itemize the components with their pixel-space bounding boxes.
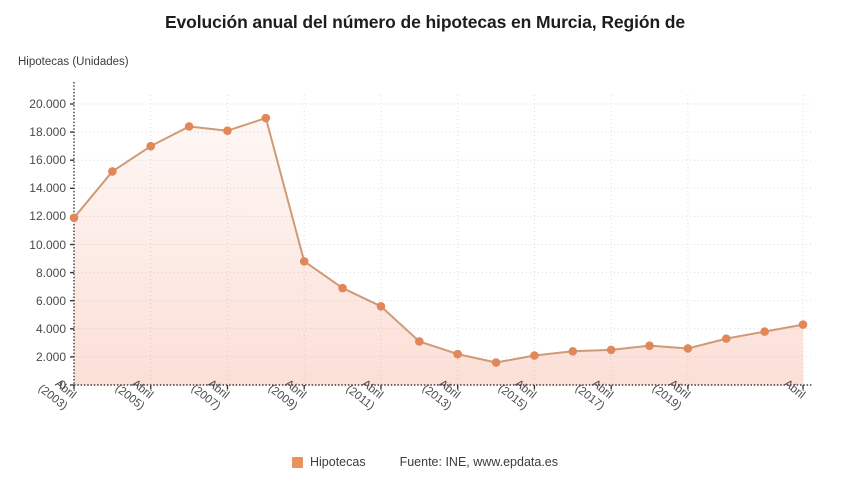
chart-canvas[interactable] (69, 80, 818, 396)
series-area (74, 118, 803, 386)
source-caption: Fuente: INE, www.epdata.es (399, 455, 558, 469)
data-point-2005[interactable] (146, 141, 156, 151)
data-point-2006[interactable] (184, 122, 194, 131)
data-point-2020[interactable] (721, 334, 731, 343)
data-point-2018[interactable] (645, 341, 654, 350)
legend-label: Hipotecas (309, 455, 366, 469)
y-tick-label: 10.000 (29, 237, 66, 252)
y-tick-label: 6.000 (35, 293, 66, 308)
y-tick-label: 18.000 (29, 125, 66, 140)
data-point-2013[interactable] (453, 349, 462, 359)
data-point-2017[interactable] (606, 345, 616, 355)
y-tick-label: 20.000 (29, 97, 66, 111)
y-tick-label: 12.000 (29, 209, 66, 224)
data-point-2011[interactable] (376, 302, 386, 311)
chart-title: Evolución anual del número de hipotecas … (164, 12, 686, 32)
data-point-2004[interactable] (108, 167, 117, 176)
data-point-2014[interactable] (491, 358, 501, 367)
data-point-2021[interactable] (760, 327, 769, 336)
data-point-2003[interactable] (69, 213, 79, 223)
data-point-2019[interactable] (683, 344, 693, 353)
data-point-2008[interactable] (261, 113, 271, 123)
legend-swatch-icon (291, 456, 303, 468)
y-axis-unit-label: Hipotecas (Unidades) (18, 56, 129, 68)
data-point-2010[interactable] (338, 283, 347, 293)
data-point-2016[interactable] (568, 346, 578, 356)
series-line (73, 117, 804, 364)
legend-row: Hipotecas Fuente: INE, www.epdata.es (0, 455, 850, 469)
data-point-2007[interactable] (223, 126, 232, 135)
data-point-2015[interactable] (530, 351, 539, 360)
data-point-2009[interactable] (299, 257, 309, 266)
y-tick-label: 8.000 (35, 265, 66, 280)
y-tick-label: 0 (59, 378, 66, 392)
data-point-2012[interactable] (415, 337, 424, 346)
chart-container: Evolución anual del número de hipotecas … (18, 12, 818, 412)
y-tick-label: 14.000 (29, 181, 66, 196)
legend-item-hipotecas[interactable]: Hipotecas (291, 455, 366, 469)
y-tick-label: 4.000 (35, 321, 66, 336)
y-tick-label: 2.000 (35, 349, 66, 364)
y-tick-label: 16.000 (29, 153, 66, 168)
data-point-2022[interactable] (798, 320, 808, 329)
